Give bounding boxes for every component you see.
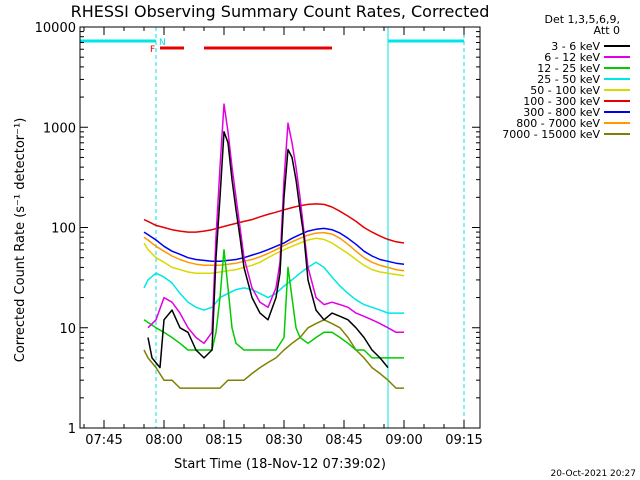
legend-entry-label: 50 - 100 keV <box>530 84 600 97</box>
footer-date: 20-Oct-2021 20:27 <box>551 469 636 479</box>
x-tick-label: 08:30 <box>265 433 302 448</box>
y-tick-label: 10 <box>59 322 76 337</box>
legend-header: Det 1,3,5,6,9, <box>544 13 620 26</box>
legend-entry-label: 100 - 300 keV <box>523 95 600 108</box>
x-tick-label: 09:00 <box>385 433 422 448</box>
y-tick-label: 1000 <box>43 121 76 136</box>
series-line <box>143 203 405 244</box>
x-tick-label: 07:45 <box>85 433 122 448</box>
x-tick-label: 08:15 <box>205 433 242 448</box>
y-tick-label: 10000 <box>35 21 76 36</box>
x-tick-label: 08:45 <box>325 433 362 448</box>
legend-entry-label: 3 - 6 keV <box>551 40 600 53</box>
series-line <box>143 319 404 389</box>
series-line <box>143 227 405 265</box>
x-axis-label: Start Time (18-Nov-12 07:39:02) <box>174 457 386 472</box>
x-tick-label: 08:00 <box>145 433 182 448</box>
y-tick-label: 100 <box>51 222 76 237</box>
plot-frame <box>79 26 481 429</box>
legend-entry-label: 7000 - 15000 keV <box>502 128 600 141</box>
flare-flag-label: F <box>150 45 155 55</box>
legend-entry-label: 800 - 7000 keV <box>516 117 600 130</box>
x-tick-label: 09:15 <box>445 433 482 448</box>
legend-header: Att 0 <box>594 24 620 37</box>
series-line <box>143 261 404 314</box>
series-line <box>143 237 405 277</box>
legend-entry-label: 6 - 12 keV <box>544 51 600 64</box>
series-line <box>147 103 404 345</box>
y-tick-label: 1 <box>68 422 76 437</box>
night-bar-label: N <box>159 38 166 48</box>
axes-layer: 1 10 100 1000 10000 07:45 08:00 08:15 08:30 08:45… <box>35 21 483 448</box>
series-line <box>147 131 389 369</box>
y-axis-label: Corrected Count Rate (s⁻¹ detector⁻¹) <box>13 118 28 363</box>
legend-entry-label: 25 - 50 keV <box>537 73 600 86</box>
data-layer: NF <box>79 27 465 428</box>
series-line <box>143 231 405 272</box>
legend-entry-label: 12 - 25 keV <box>537 62 600 75</box>
legend-entry-label: 300 - 800 keV <box>523 106 600 119</box>
chart-title: RHESSI Observing Summary Count Rates, Co… <box>71 2 490 21</box>
series-line <box>143 248 404 359</box>
